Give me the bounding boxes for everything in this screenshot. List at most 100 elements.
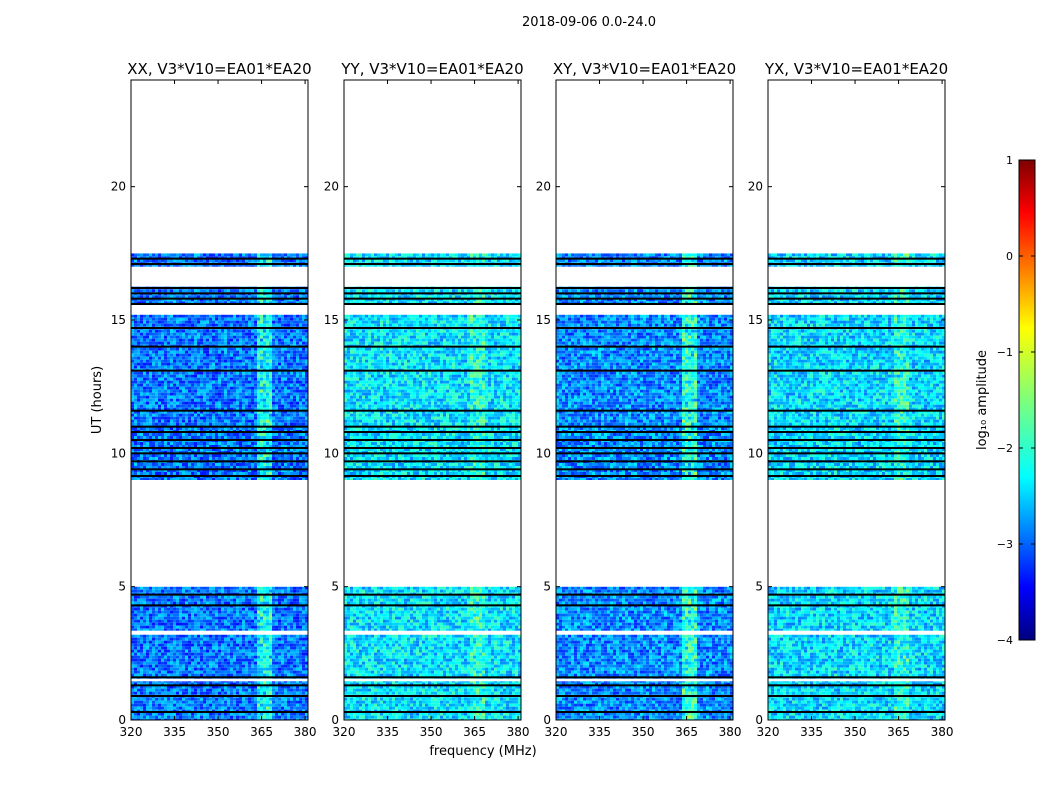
flagged-line — [556, 468, 733, 471]
flagged-line — [556, 711, 733, 713]
gap — [556, 480, 733, 587]
flagged-line — [768, 447, 945, 449]
x-tick-label: 380 — [507, 725, 530, 739]
y-tick-label: 0 — [331, 713, 339, 727]
flagged-line — [131, 287, 308, 289]
panels: XX, V3*V10=EA01*EA20 320 335 350 365 380 0 5 10 1… — [111, 60, 954, 739]
y-tick-label: 5 — [755, 580, 763, 594]
x-tick-label: 350 — [207, 725, 230, 739]
flagged-line — [344, 695, 521, 697]
flagged-line — [768, 409, 945, 412]
flagged-line — [131, 684, 308, 687]
x-axis-label: frequency (MHz) — [429, 744, 536, 759]
flagged-line — [131, 460, 308, 463]
gap — [556, 678, 733, 682]
y-tick-label: 0 — [118, 713, 126, 727]
flagged-line — [344, 369, 521, 372]
colorbar-gradient — [1018, 159, 1036, 641]
flagged-line — [556, 292, 733, 295]
gap — [131, 305, 308, 315]
flagged-line — [556, 475, 733, 477]
panel-frame — [130, 79, 309, 721]
y-tick-label: 10 — [748, 446, 763, 460]
flagged-line — [344, 303, 521, 305]
flagged-line — [556, 447, 733, 449]
flagged-line — [131, 303, 308, 305]
flagged-line — [768, 431, 945, 433]
flagged-line — [344, 292, 521, 295]
gap — [556, 266, 733, 287]
flagged-line — [344, 263, 521, 265]
x-tick-label: 350 — [632, 725, 655, 739]
gap — [768, 678, 945, 682]
y-tick-label: 20 — [324, 180, 339, 194]
flagged-line — [131, 292, 308, 295]
flagged-line — [556, 303, 733, 305]
gap — [768, 80, 945, 254]
flagged-line — [556, 287, 733, 289]
colorbar-tick-label: −3 — [997, 538, 1013, 551]
gap — [556, 630, 733, 635]
flagged-line — [556, 452, 733, 455]
flagged-line — [768, 711, 945, 713]
flagged-line — [556, 327, 733, 329]
flagged-line — [344, 711, 521, 713]
flagged-line — [131, 711, 308, 713]
colorbar-label: log₁₀ amplitude — [975, 350, 990, 450]
panel-title: XY, V3*V10=EA01*EA20 — [553, 60, 736, 78]
panel-yy: YY, V3*V10=EA01*EA20 320 335 350 365 380 0 5 10 1… — [324, 60, 530, 739]
flagged-line — [556, 593, 733, 596]
gap — [768, 305, 945, 315]
flagged-line — [344, 431, 521, 433]
flagged-line — [556, 257, 733, 260]
flagged-line — [131, 297, 308, 300]
y-tick-label: 0 — [543, 713, 551, 727]
flagged-line — [131, 327, 308, 329]
flagged-line — [556, 460, 733, 463]
flagged-line — [131, 439, 308, 441]
x-tick-label: 380 — [931, 725, 954, 739]
flagged-line — [556, 695, 733, 697]
flagged-line — [131, 604, 308, 607]
flagged-line — [344, 287, 521, 289]
x-tick-label: 365 — [675, 725, 698, 739]
flagged-line — [768, 263, 945, 265]
flagged-line — [344, 604, 521, 607]
colorbar-ticks: −4 −3 −2 −1 0 1 — [997, 154, 1035, 647]
flagged-line — [344, 345, 521, 348]
y-tick-label: 15 — [324, 313, 339, 327]
flagged-line — [556, 604, 733, 607]
flagged-line — [768, 287, 945, 289]
gap — [768, 630, 945, 635]
spectrogram — [131, 80, 308, 720]
flagged-line — [768, 257, 945, 260]
x-tick-label: 320 — [120, 725, 143, 739]
flagged-line — [344, 460, 521, 463]
panel-frame — [343, 79, 522, 721]
colorbar-tick-label: 1 — [1006, 154, 1013, 167]
flagged-line — [131, 468, 308, 471]
gap — [344, 305, 521, 315]
panel-yx: YX, V3*V10=EA01*EA20 320 335 350 365 380 0 5 10 1… — [748, 60, 954, 739]
flagged-line — [131, 369, 308, 372]
suptitle: 2018-09-06 0.0-24.0 — [522, 15, 656, 30]
x-tick-label: 320 — [757, 725, 780, 739]
gap — [131, 630, 308, 635]
flagged-line — [556, 263, 733, 265]
x-tick-label: 335 — [163, 725, 186, 739]
gap — [131, 266, 308, 287]
flagged-line — [768, 460, 945, 463]
colorbar: −4 −3 −2 −1 0 1 log₁₀ amplitude — [975, 154, 1036, 647]
flagged-line — [131, 593, 308, 596]
y-tick-label: 5 — [118, 580, 126, 594]
flagged-line — [344, 447, 521, 449]
flagged-line — [131, 431, 308, 433]
x-tick-label: 380 — [719, 725, 742, 739]
flagged-line — [344, 297, 521, 300]
flagged-line — [768, 604, 945, 607]
gap — [131, 678, 308, 682]
panel-title: XX, V3*V10=EA01*EA20 — [127, 60, 311, 78]
x-tick-label: 320 — [545, 725, 568, 739]
flagged-line — [131, 257, 308, 260]
flagged-line — [344, 409, 521, 412]
